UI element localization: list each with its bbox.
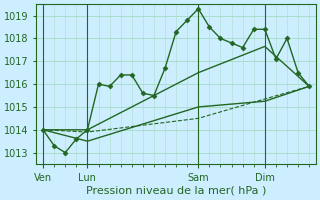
X-axis label: Pression niveau de la mer( hPa ): Pression niveau de la mer( hPa ) [86,186,266,196]
